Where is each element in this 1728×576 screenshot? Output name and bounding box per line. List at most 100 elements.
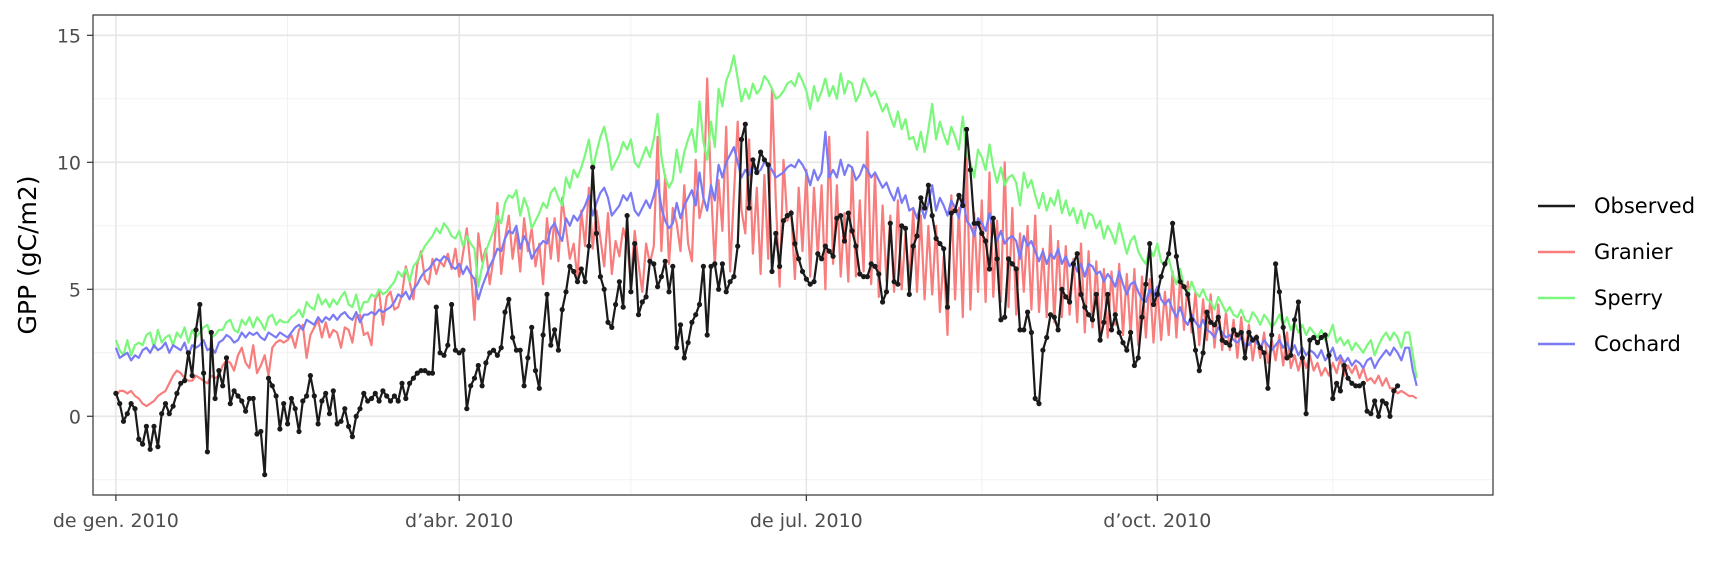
- data-point-observed: [613, 301, 619, 308]
- data-point-observed: [1318, 334, 1324, 341]
- data-point-observed: [243, 408, 249, 414]
- data-point-observed: [788, 210, 794, 216]
- data-point-observed: [948, 210, 954, 216]
- data-point-observed: [1177, 279, 1183, 285]
- data-point-observed: [1276, 289, 1282, 295]
- data-point-observed: [975, 220, 981, 226]
- data-point-observed: [586, 243, 592, 249]
- data-point-observed: [182, 378, 188, 384]
- data-point-observed: [288, 395, 294, 402]
- x-tick-label: d’oct. 2010: [1103, 510, 1211, 532]
- data-point-observed: [1131, 362, 1137, 369]
- data-point-observed: [1231, 327, 1237, 333]
- data-point-observed: [853, 243, 859, 249]
- data-point-observed: [1299, 355, 1305, 361]
- data-point-observed: [1364, 408, 1370, 414]
- data-point-observed: [559, 307, 565, 313]
- data-point-observed: [1257, 345, 1263, 351]
- data-point-observed: [1089, 317, 1096, 323]
- data-point-observed: [658, 274, 665, 280]
- data-point-observed: [1387, 413, 1393, 419]
- data-point-observed: [1273, 261, 1279, 267]
- data-point-observed: [540, 332, 546, 338]
- data-point-observed: [368, 395, 375, 402]
- data-point-observed: [349, 434, 355, 440]
- data-point-observed: [704, 332, 710, 338]
- data-point-observed: [902, 225, 909, 231]
- data-point-observed: [330, 388, 336, 394]
- data-point-observed: [170, 403, 176, 409]
- data-point-observed: [979, 230, 985, 236]
- data-point-observed: [834, 215, 840, 221]
- data-point-observed: [147, 446, 153, 452]
- data-point-observed: [758, 149, 764, 155]
- data-point-observed: [1047, 312, 1054, 318]
- data-point-observed: [1261, 350, 1267, 356]
- data-point-observed: [670, 263, 676, 269]
- data-point-observed: [1391, 388, 1397, 394]
- data-point-observed: [792, 241, 798, 247]
- data-point-observed: [1334, 380, 1340, 386]
- data-point-observed: [326, 411, 333, 417]
- y-tick-label: 5: [69, 279, 81, 301]
- data-point-observed: [296, 428, 302, 435]
- data-point-observed: [1040, 347, 1046, 353]
- data-point-observed: [334, 421, 340, 427]
- data-point-observed: [307, 373, 313, 379]
- data-point-observed: [269, 383, 275, 389]
- data-point-observed: [521, 383, 527, 389]
- legend: Observed Granier Sperry Cochard: [1538, 194, 1695, 356]
- data-point-observed: [246, 395, 252, 402]
- data-point-observed: [456, 350, 462, 356]
- data-point-observed: [1166, 251, 1172, 257]
- data-point-observed: [140, 441, 146, 447]
- data-point-observed: [937, 241, 943, 247]
- data-point-observed: [986, 266, 993, 272]
- data-point-observed: [620, 304, 626, 310]
- data-point-observed: [899, 223, 905, 229]
- data-point-observed: [159, 411, 165, 417]
- data-point-observed: [1112, 312, 1118, 318]
- data-point-observed: [201, 370, 207, 376]
- data-point-observed: [773, 230, 779, 236]
- data-point-observed: [315, 421, 321, 427]
- data-point-observed: [1269, 332, 1275, 338]
- data-point-observed: [681, 355, 687, 361]
- data-point-observed: [414, 370, 420, 376]
- data-point-observed: [300, 398, 306, 404]
- data-point-observed: [1189, 317, 1195, 323]
- data-point-observed: [1211, 322, 1218, 328]
- data-point-observed: [964, 126, 970, 132]
- data-point-observed: [490, 347, 497, 353]
- data-point-observed: [1124, 347, 1130, 353]
- data-point-observed: [1013, 266, 1019, 272]
- data-point-observed: [567, 263, 573, 269]
- data-point-observed: [216, 368, 222, 374]
- data-point-observed: [845, 210, 851, 216]
- data-point-observed: [193, 327, 199, 333]
- data-point-observed: [426, 370, 432, 376]
- data-point-observed: [735, 243, 741, 249]
- data-point-observed: [468, 383, 474, 389]
- data-point-observed: [136, 436, 142, 442]
- data-point-observed: [1154, 291, 1160, 297]
- data-point-observed: [1082, 304, 1088, 310]
- data-point-observed: [662, 258, 668, 264]
- data-point-observed: [483, 360, 489, 366]
- data-point-observed: [208, 329, 214, 336]
- data-point-observed: [769, 268, 775, 275]
- data-point-observed: [1147, 241, 1153, 247]
- data-point-observed: [765, 162, 771, 168]
- data-point-observed: [555, 347, 562, 353]
- data-point-observed: [590, 164, 596, 170]
- data-point-observed: [826, 248, 832, 254]
- data-point-observed: [235, 393, 241, 399]
- data-point-observed: [395, 398, 401, 404]
- data-point-observed: [609, 324, 615, 330]
- data-point-observed: [597, 274, 604, 280]
- data-point-observed: [605, 319, 611, 325]
- data-point-observed: [277, 426, 283, 432]
- data-point-observed: [1208, 319, 1214, 325]
- data-point-observed: [1173, 253, 1179, 259]
- data-point-observed: [387, 398, 394, 404]
